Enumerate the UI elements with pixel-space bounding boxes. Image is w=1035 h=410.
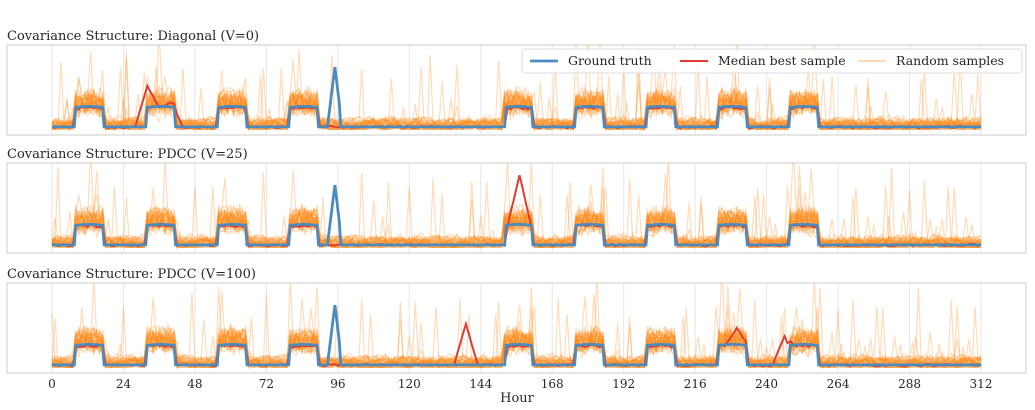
x-tick-label: 192 xyxy=(612,377,635,391)
random-sample-line xyxy=(51,64,982,132)
random-sample-line xyxy=(51,182,981,249)
x-tick-label: 240 xyxy=(755,377,778,391)
x-tick-label: 24 xyxy=(116,377,132,391)
panel-frame xyxy=(6,162,1027,254)
legend-label: Ground truth xyxy=(568,53,652,68)
random-sample-line xyxy=(51,285,982,369)
panel-title: Covariance Structure: PDCC (V=25) xyxy=(7,147,248,162)
random-sample-line xyxy=(51,45,982,131)
random-sample-line xyxy=(51,196,982,249)
random-sample-line xyxy=(51,87,982,132)
random-sample-line xyxy=(51,168,981,249)
x-tick-label: 288 xyxy=(898,377,921,391)
random-sample-line xyxy=(51,67,982,132)
random-sample-line xyxy=(51,48,981,132)
x-tick-label: 0 xyxy=(48,377,56,391)
panel-1: Covariance Structure: Diagonal (V=0) Grou… xyxy=(6,29,1027,136)
random-sample-line xyxy=(51,306,982,370)
random-sample-line xyxy=(51,45,981,131)
random-sample-line xyxy=(51,45,982,131)
panel-2: Covariance Structure: PDCC (V=25) xyxy=(6,147,1027,254)
random-sample-line xyxy=(51,182,982,249)
x-axis-label: Hour xyxy=(500,391,535,406)
random-sample-line xyxy=(51,286,982,369)
panel-title: Covariance Structure: PDCC (V=100) xyxy=(7,267,256,282)
random-sample-line xyxy=(51,287,982,369)
random-sample-line xyxy=(51,287,982,370)
random-sample-line xyxy=(51,163,982,250)
random-sample-line xyxy=(51,87,982,131)
random-sample-line xyxy=(51,186,982,250)
random-sample-line xyxy=(51,63,982,132)
legend-label: Random samples xyxy=(896,53,1004,68)
x-tick-label: 312 xyxy=(970,377,993,391)
series-group xyxy=(51,283,982,370)
panel-3: Covariance Structure: PDCC (V=100) xyxy=(6,267,1027,374)
x-tick-label: 168 xyxy=(541,377,564,391)
random-sample-line xyxy=(51,181,982,249)
random-sample-line xyxy=(51,179,982,249)
x-tick-label: 264 xyxy=(827,377,850,391)
panel-frame xyxy=(6,44,1027,136)
x-tick-label: 72 xyxy=(259,377,274,391)
random-sample-line xyxy=(51,163,982,250)
random-sample-line xyxy=(51,204,982,249)
ground-truth-line xyxy=(52,184,981,247)
random-sample-line xyxy=(51,323,982,370)
random-sample-line xyxy=(51,84,982,131)
series-group xyxy=(51,163,982,250)
x-tick-label: 48 xyxy=(187,377,202,391)
random-sample-line xyxy=(51,76,982,131)
random-sample-line xyxy=(51,299,982,369)
random-sample-line xyxy=(51,165,982,249)
random-sample-line xyxy=(51,288,982,369)
random-sample-line xyxy=(51,68,981,131)
random-sample-line xyxy=(51,55,982,131)
random-sample-line xyxy=(51,163,982,250)
ground-truth-line xyxy=(52,66,981,129)
x-tick-label: 120 xyxy=(398,377,421,391)
x-tick-label: 96 xyxy=(330,377,345,391)
ground-truth-line xyxy=(52,304,981,367)
series-group xyxy=(51,45,982,132)
random-sample-line xyxy=(51,163,982,249)
random-sample-line xyxy=(51,74,982,131)
x-tick-label: 216 xyxy=(684,377,707,391)
panel-frame xyxy=(6,282,1027,374)
random-sample-line xyxy=(51,294,982,370)
x-tick-label: 144 xyxy=(469,377,492,391)
random-sample-line xyxy=(51,45,982,132)
legend: Ground truth Median best sample Random sam… xyxy=(521,48,1023,74)
random-sample-line xyxy=(51,78,982,131)
random-sample-line xyxy=(51,163,982,249)
legend-label: Median best sample xyxy=(718,53,846,68)
panel-title: Covariance Structure: Diagonal (V=0) xyxy=(7,29,259,44)
legend-box xyxy=(521,48,1023,74)
random-sample-line xyxy=(51,196,982,249)
